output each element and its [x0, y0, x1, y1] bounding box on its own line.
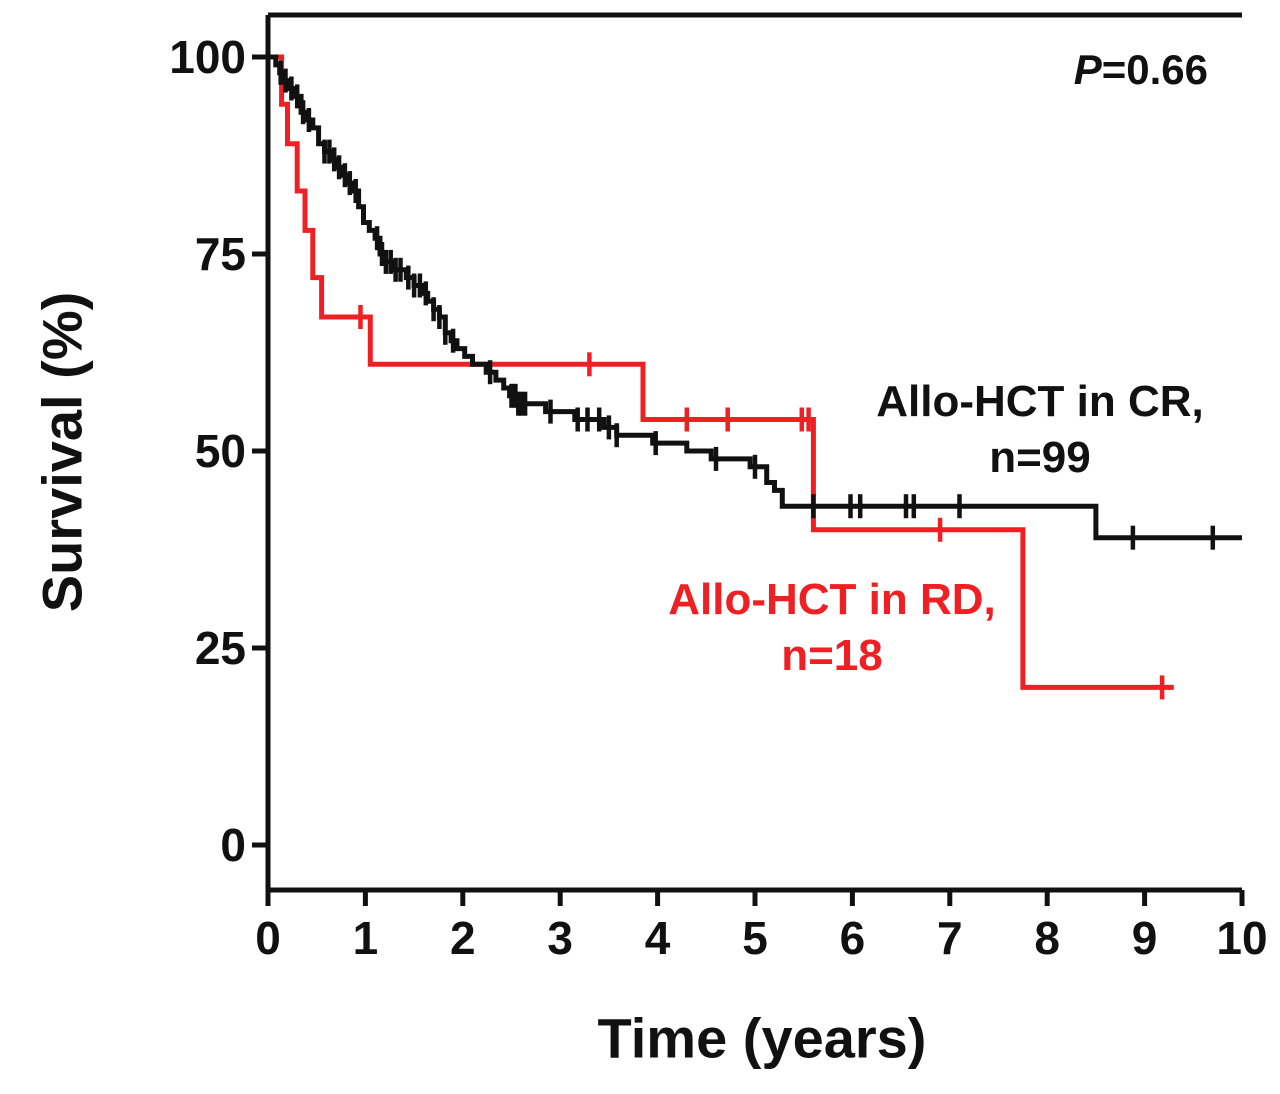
x-tick-label: 7: [937, 912, 963, 964]
x-tick-label: 4: [644, 912, 671, 964]
series-label-cr-line2: n=99: [989, 433, 1091, 482]
p-value-annotation: P=0.66: [1074, 46, 1208, 94]
p-value-number: =0.66: [1101, 46, 1208, 93]
x-tick-label: 8: [1034, 912, 1060, 964]
series-label-rd-line1: Allo-HCT in RD,: [668, 575, 996, 624]
survival-curve-rd: [268, 54, 1174, 690]
y-tick-label: 25: [194, 622, 246, 674]
x-tick-label: 5: [742, 912, 768, 964]
y-tick-label: 50: [194, 425, 246, 477]
p-value-symbol: P: [1073, 46, 1102, 93]
x-tick-label: 10: [1216, 912, 1268, 964]
x-tick-label: 1: [352, 912, 379, 964]
x-tick-label: 6: [839, 912, 866, 964]
series-label-allo-hct-rd: Allo-HCT in RD, n=18: [636, 572, 1028, 684]
y-tick-label: 0: [220, 819, 246, 871]
series-label-allo-hct-cr: Allo-HCT in CR, n=99: [848, 374, 1232, 486]
series-label-cr-line1: Allo-HCT in CR,: [876, 377, 1204, 426]
x-tick-label: 2: [450, 912, 476, 964]
x-tick-label: 9: [1131, 912, 1158, 964]
x-tick-label: 3: [547, 912, 573, 964]
x-axis-title: Time (years): [597, 1006, 927, 1070]
series-label-rd-line2: n=18: [781, 631, 883, 680]
x-tick-label: 0: [255, 912, 281, 964]
y-tick-label: 100: [169, 31, 246, 83]
y-axis-title: Survival (%): [30, 291, 94, 613]
y-tick-label: 75: [194, 228, 246, 280]
